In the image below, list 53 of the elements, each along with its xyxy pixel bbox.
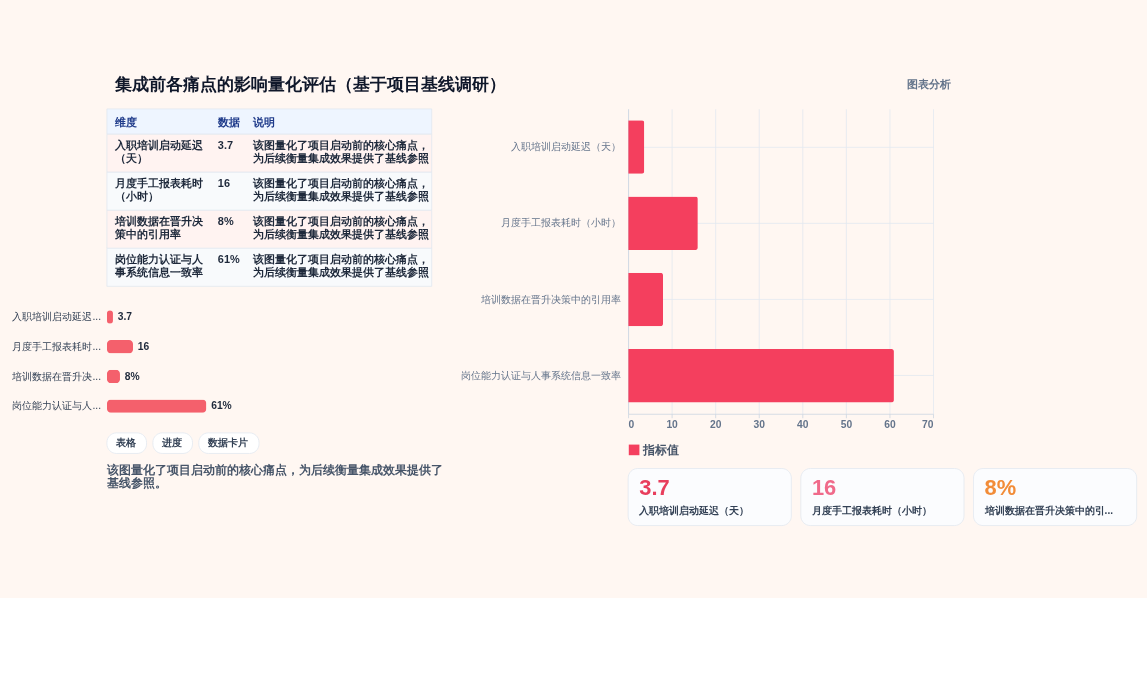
y-tick-label: 培训数据在晋升决策中的引用率	[479, 293, 621, 305]
bar	[628, 120, 645, 174]
text: 培训数据在晋升决策中的引...	[983, 505, 1114, 517]
text: 维度	[113, 115, 137, 128]
y-tick-label: 月度手工报表耗时...	[12, 340, 101, 352]
x-tick-label: 10	[666, 418, 679, 430]
text: 该图量化了项目启动前的核心痛点，为后续衡量集成效果提供了基线参照	[252, 253, 430, 279]
text: 表格	[115, 437, 138, 449]
text: 说明	[252, 115, 276, 128]
text: 月度手工报表耗时（小时）	[810, 505, 932, 517]
bar	[628, 272, 664, 327]
text: 16	[217, 177, 230, 190]
text: 61%	[217, 253, 240, 266]
y-tick-label: 月度手工报表耗时（小时）	[500, 217, 621, 229]
text: 集成前各痛点的影响量化评估（基于项目基线调研）	[113, 73, 506, 94]
text: 数据卡片	[207, 437, 249, 449]
x-tick-label: 20	[709, 418, 722, 430]
x-tick-label: 30	[753, 418, 766, 430]
text: 8%	[984, 475, 1017, 501]
data-label: 61%	[211, 400, 232, 412]
x-tick-label: 60	[884, 418, 896, 430]
text: 数据	[216, 115, 240, 128]
text: 进度	[161, 437, 183, 449]
text: 3.7	[217, 139, 234, 152]
x-tick-label: 50	[840, 418, 853, 430]
legend-label: 指标值	[642, 442, 680, 457]
text: 该图量化了项目启动前的核心痛点，为后续衡量集成效果提供了基线参照	[252, 215, 430, 241]
text: 该图量化了项目启动前的核心痛点，为后续衡量集成效果提供了基线参照	[252, 177, 430, 203]
y-tick-label: 入职培训启动延迟...	[12, 311, 101, 323]
y-tick-label: 培训数据在晋升决...	[11, 370, 101, 382]
data-label: 8%	[124, 370, 140, 382]
text: 岗位能力认证与人事系统信息一致率	[113, 253, 204, 278]
chart-subtitle: 图表分析	[906, 78, 951, 91]
data-label: 16	[137, 340, 150, 352]
bar	[628, 196, 698, 250]
x-tick-label: 0	[628, 418, 635, 430]
bar	[106, 340, 134, 354]
x-tick-label: 40	[797, 418, 809, 430]
text: 该图量化了项目启动前的核心痛点，为后续衡量集成效果提供了基线参照。	[105, 463, 443, 491]
text: 月度手工报表耗时（小时）	[113, 177, 203, 203]
text: 16	[811, 475, 837, 501]
y-tick-label: 岗位能力认证与人事系统信息一致率	[460, 369, 621, 381]
text: 8%	[217, 215, 234, 228]
text: 3.7	[639, 475, 670, 501]
x-tick-label: 70	[922, 418, 934, 430]
data-label: 3.7	[117, 311, 133, 323]
text: 入职培训启动延迟（天）	[638, 505, 750, 517]
text: 该图量化了项目启动前的核心痛点，为后续衡量集成效果提供了基线参照	[252, 139, 430, 165]
bar	[628, 349, 894, 403]
text: 入职培训启动延迟（天）	[113, 139, 204, 165]
y-tick-label: 入职培训启动延迟（天）	[510, 141, 621, 153]
y-tick-label: 岗位能力认证与人...	[12, 400, 101, 412]
text: 培训数据在晋升决策中的引用率	[113, 215, 204, 240]
